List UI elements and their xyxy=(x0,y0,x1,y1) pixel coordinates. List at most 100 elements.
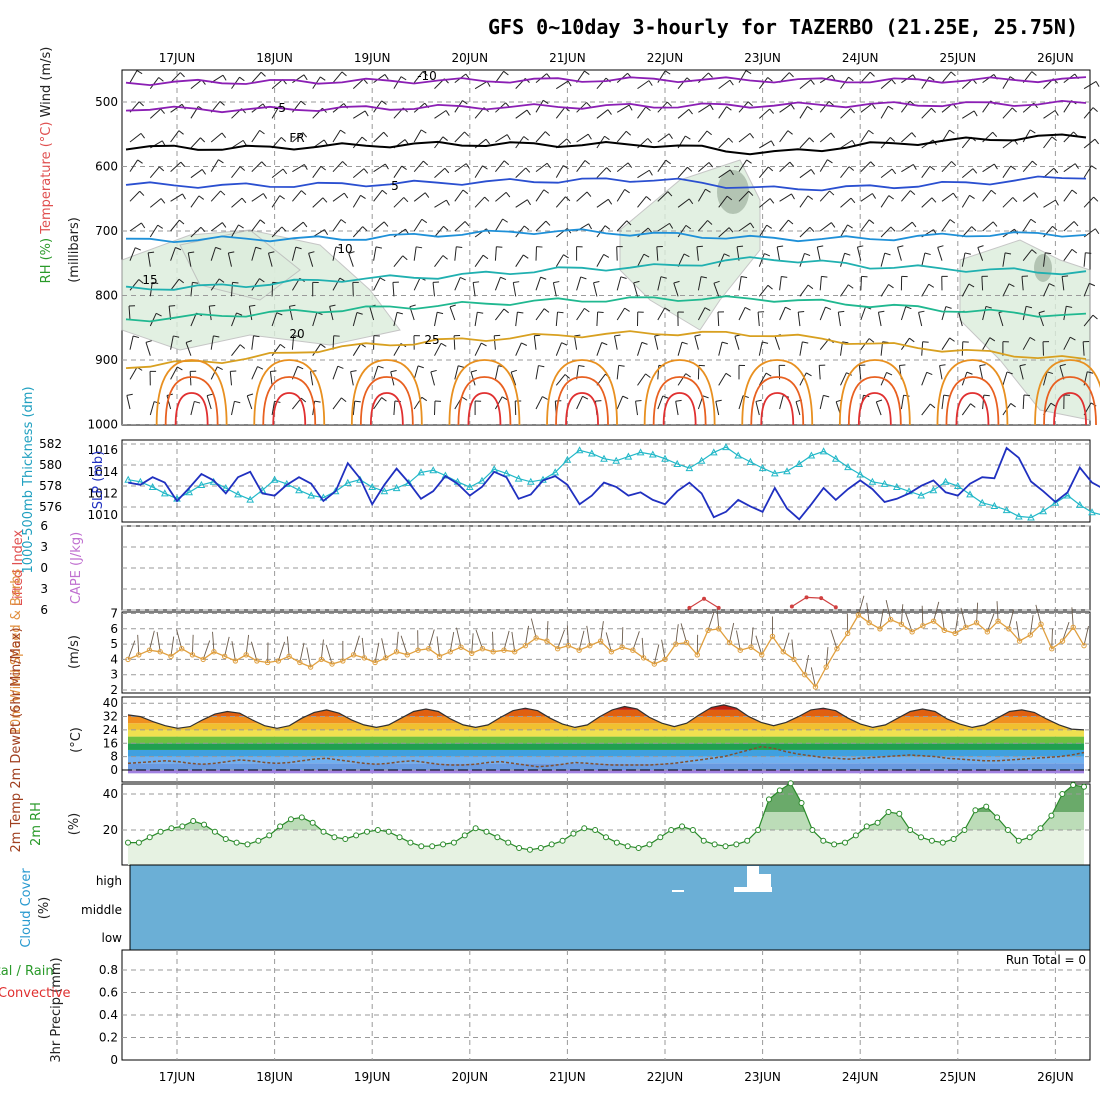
wind-barb xyxy=(921,166,931,178)
wind-barb xyxy=(799,195,809,208)
wind-barb-flag xyxy=(971,226,977,232)
wind-barb xyxy=(1002,283,1010,297)
wind-barb-flag xyxy=(985,305,992,309)
wind-barb xyxy=(332,192,345,202)
wind-barb-flag xyxy=(723,253,730,257)
wind-speed-point xyxy=(243,652,249,658)
wind-barb xyxy=(231,344,241,356)
wind-barb-flag xyxy=(848,284,854,289)
wind-barb xyxy=(535,365,539,380)
wind-barb xyxy=(799,169,812,179)
wind-barb xyxy=(759,140,772,149)
warm-isotherm-loop xyxy=(652,376,707,426)
wind-barb xyxy=(332,71,343,83)
wind-barb xyxy=(413,192,426,202)
rh-point xyxy=(744,837,751,844)
wind-barb-flag xyxy=(741,276,748,279)
thickness-point xyxy=(368,483,377,491)
isotherm-25 xyxy=(125,330,1087,369)
wind-barb xyxy=(352,136,363,149)
thickness-point xyxy=(697,456,706,464)
slp-ylabel-part: SLP (mb) xyxy=(91,451,106,510)
wind-barb xyxy=(880,253,886,267)
warm-isotherm-loop xyxy=(741,359,814,426)
wind-barb xyxy=(782,632,790,652)
wind-barb xyxy=(880,168,893,179)
wind-barb xyxy=(860,103,873,113)
rh2m-ylabel-part: 2m RH xyxy=(29,802,44,846)
wind-barb-flag xyxy=(810,79,815,85)
wind-barb xyxy=(329,306,334,321)
rh-point xyxy=(298,814,305,821)
wind-barb xyxy=(1083,626,1089,646)
wind-barb xyxy=(308,253,314,267)
wind-barb-flag xyxy=(647,138,653,144)
rh-point xyxy=(852,832,859,839)
wind-barb xyxy=(900,604,904,625)
rh-point xyxy=(581,825,588,832)
wind-barb xyxy=(393,401,396,416)
precip-ylabel-part: 3hr Precip (mm) xyxy=(49,957,64,1062)
warm-isotherm-loop xyxy=(272,392,307,426)
wind-barb xyxy=(632,631,640,651)
wind-barb xyxy=(557,629,565,649)
thickness-point xyxy=(990,501,999,509)
wind-barb xyxy=(210,132,223,143)
cape-line xyxy=(791,596,837,608)
wind-barb-flag xyxy=(565,196,571,202)
wind-barb-flag xyxy=(424,192,430,198)
wind-barb-flag xyxy=(702,395,709,399)
thickness-point xyxy=(551,468,560,476)
wind-barb xyxy=(210,190,221,202)
precip-convective-label: Convective xyxy=(0,986,71,1001)
rh-point xyxy=(374,827,381,833)
wind-barb xyxy=(292,132,304,143)
wind-barb xyxy=(129,159,139,172)
wind-barb-flag xyxy=(709,104,714,111)
wind-barb xyxy=(190,169,203,179)
wind-barb-flag xyxy=(767,77,773,82)
warm-isotherm-loop xyxy=(555,376,609,426)
wind-barb-flag xyxy=(1012,197,1018,203)
rh-point xyxy=(820,837,827,844)
wind-barb-flag xyxy=(200,226,206,233)
wind-speed-point xyxy=(694,652,701,658)
wind-barb-flag xyxy=(557,311,564,314)
wind-barb xyxy=(738,307,746,321)
thickness-point xyxy=(307,491,316,499)
wind-barb-flag xyxy=(422,71,428,76)
wind-barb-flag xyxy=(937,245,944,248)
wind-barb-flag xyxy=(354,400,361,403)
wind-barb xyxy=(576,396,583,410)
wind-barb-flag xyxy=(442,136,448,141)
wind-speed-point xyxy=(1049,645,1055,652)
rh-point xyxy=(309,819,316,826)
wind-barb-flag xyxy=(668,133,673,139)
wind-barb-flag xyxy=(442,255,448,260)
rh-point xyxy=(918,834,925,841)
rh-point xyxy=(364,828,370,835)
wind-barb xyxy=(1062,621,1070,642)
thickness-point xyxy=(929,486,938,494)
wind-barb-flag xyxy=(343,192,349,199)
wind-barb-flag xyxy=(574,334,581,337)
wind-barb xyxy=(941,337,951,350)
wind-barb-flag xyxy=(606,167,612,173)
wind-barb xyxy=(819,395,824,410)
thickness-point xyxy=(270,475,279,483)
wind-barb-flag xyxy=(806,372,812,377)
wind-barb xyxy=(698,104,711,113)
wind-barb xyxy=(129,366,138,380)
wind-barb xyxy=(210,159,219,172)
wind-barb xyxy=(961,403,971,416)
temp-line xyxy=(127,704,1085,731)
wind-barb xyxy=(556,80,569,90)
warm-isotherm-loop xyxy=(760,392,795,426)
rh-point xyxy=(983,803,990,810)
wind-barb xyxy=(1063,249,1073,261)
wind-barb-flag xyxy=(260,71,266,77)
wind-barb xyxy=(718,373,727,386)
rh-point xyxy=(635,845,642,851)
wind-barb-flag xyxy=(138,101,144,107)
thickness-point xyxy=(392,484,401,492)
